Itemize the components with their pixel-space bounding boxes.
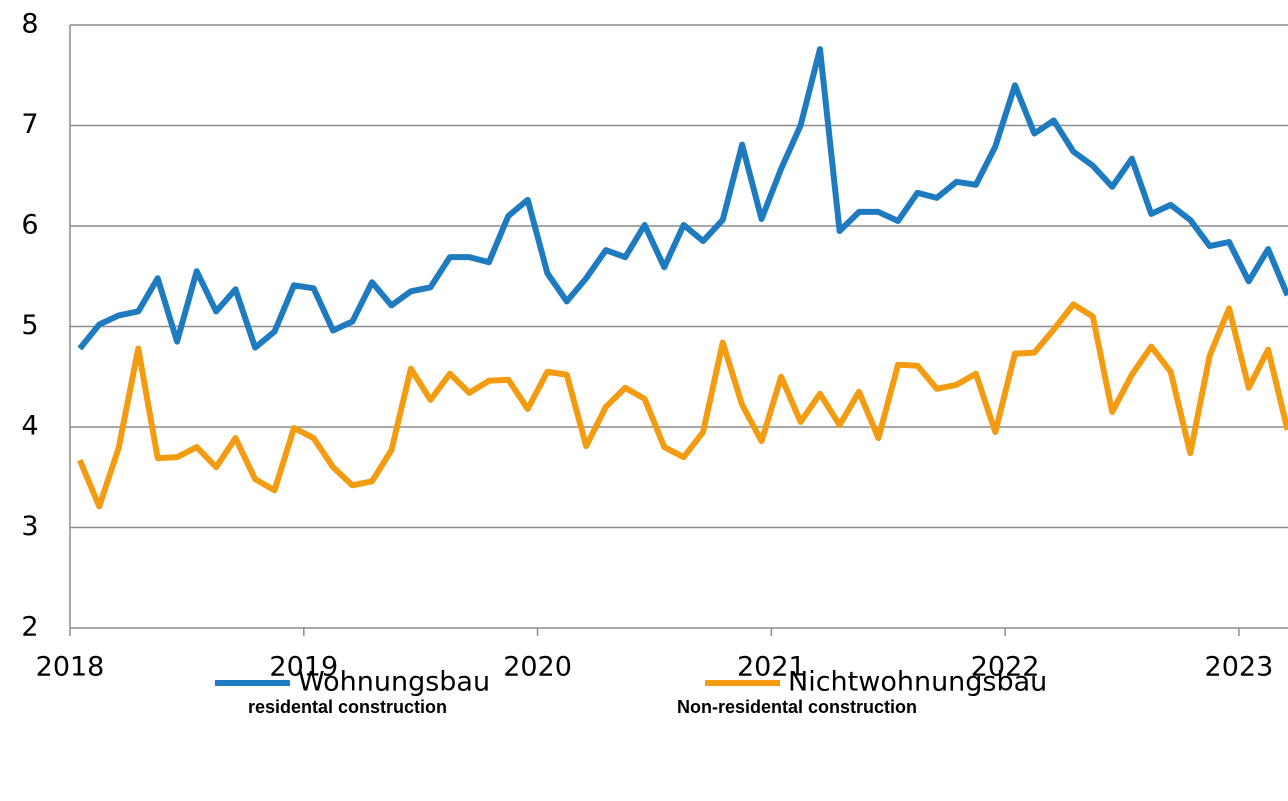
legend-subtitle: Non-residental construction bbox=[677, 697, 917, 717]
legend-label: Nichtwohnungsbau bbox=[788, 667, 1047, 698]
x-tick-label: 2021 bbox=[737, 652, 806, 683]
y-tick-label: 7 bbox=[21, 109, 38, 140]
x-tick-label: 2018 bbox=[36, 652, 105, 683]
y-tick-label: 6 bbox=[21, 210, 38, 241]
legend-label: Wohnungsbau bbox=[298, 667, 490, 698]
line-series bbox=[77, 46, 1288, 351]
y-tick-label: 2 bbox=[21, 612, 38, 643]
plot-area bbox=[77, 46, 1288, 510]
x-tick-label: 2020 bbox=[503, 652, 572, 683]
y-tick-label: 8 bbox=[21, 9, 38, 40]
x-tick-label: 2023 bbox=[1205, 652, 1274, 683]
legend-subtitle: residental construction bbox=[248, 697, 447, 717]
line-series bbox=[77, 301, 1288, 510]
y-tick-label: 5 bbox=[21, 310, 38, 341]
x-tick-label: 2022 bbox=[971, 652, 1040, 683]
y-tick-label: 4 bbox=[21, 411, 38, 442]
y-tick-label: 3 bbox=[21, 511, 38, 542]
x-tick-label: 2019 bbox=[269, 652, 338, 683]
